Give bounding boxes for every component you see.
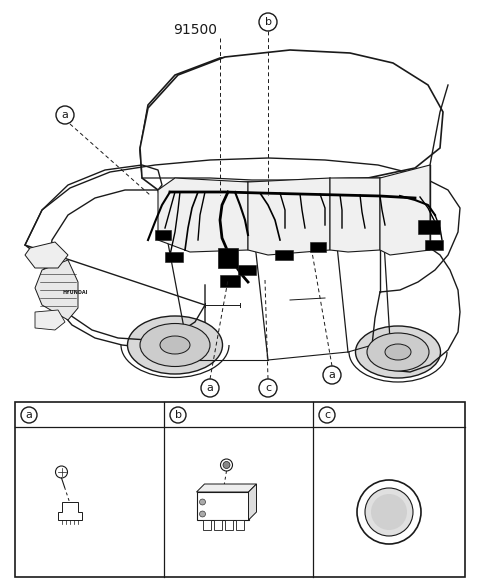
Circle shape (56, 466, 68, 478)
Circle shape (371, 494, 407, 530)
Bar (275, 250, 293, 260)
Text: a: a (206, 383, 214, 393)
Bar (155, 230, 171, 240)
Circle shape (200, 511, 205, 517)
Circle shape (200, 499, 205, 505)
Ellipse shape (367, 333, 429, 371)
Text: c: c (265, 383, 271, 393)
Polygon shape (158, 178, 248, 252)
Text: a: a (329, 370, 336, 380)
Polygon shape (25, 245, 205, 348)
Text: 91500: 91500 (173, 23, 217, 37)
Polygon shape (35, 260, 78, 320)
Text: HYUNDAI: HYUNDAI (62, 289, 88, 295)
Circle shape (357, 480, 421, 544)
Polygon shape (380, 165, 430, 255)
Bar (225, 520, 232, 530)
Text: a: a (25, 410, 33, 420)
Bar (15, 402, 465, 577)
Polygon shape (196, 484, 256, 492)
Text: c: c (324, 410, 330, 420)
Polygon shape (25, 242, 68, 268)
Bar (220, 275, 240, 287)
Ellipse shape (128, 316, 223, 374)
Bar (418, 220, 440, 234)
Polygon shape (218, 248, 238, 268)
Text: a: a (61, 110, 69, 120)
Polygon shape (58, 502, 82, 520)
Bar (310, 242, 326, 252)
Polygon shape (330, 178, 380, 252)
Polygon shape (249, 484, 256, 520)
Polygon shape (140, 50, 443, 190)
Text: b: b (175, 410, 181, 420)
Text: 1327AC: 1327AC (236, 456, 285, 469)
Bar (196, 492, 249, 520)
Bar (165, 252, 183, 262)
Ellipse shape (160, 336, 190, 354)
Text: b: b (264, 17, 272, 27)
Text: 91115B: 91115B (359, 409, 407, 422)
Ellipse shape (385, 344, 411, 360)
Text: 18362: 18362 (52, 443, 91, 456)
Circle shape (223, 462, 230, 469)
Text: 1327AE: 1327AE (237, 469, 285, 482)
Ellipse shape (356, 326, 441, 378)
Bar (238, 265, 256, 275)
Circle shape (220, 459, 232, 471)
Bar (214, 520, 221, 530)
Polygon shape (35, 310, 65, 330)
Bar (236, 520, 243, 530)
Ellipse shape (140, 323, 210, 366)
Bar (203, 520, 211, 530)
Circle shape (365, 488, 413, 536)
Bar (425, 240, 443, 250)
Polygon shape (140, 52, 440, 185)
Polygon shape (248, 178, 330, 255)
